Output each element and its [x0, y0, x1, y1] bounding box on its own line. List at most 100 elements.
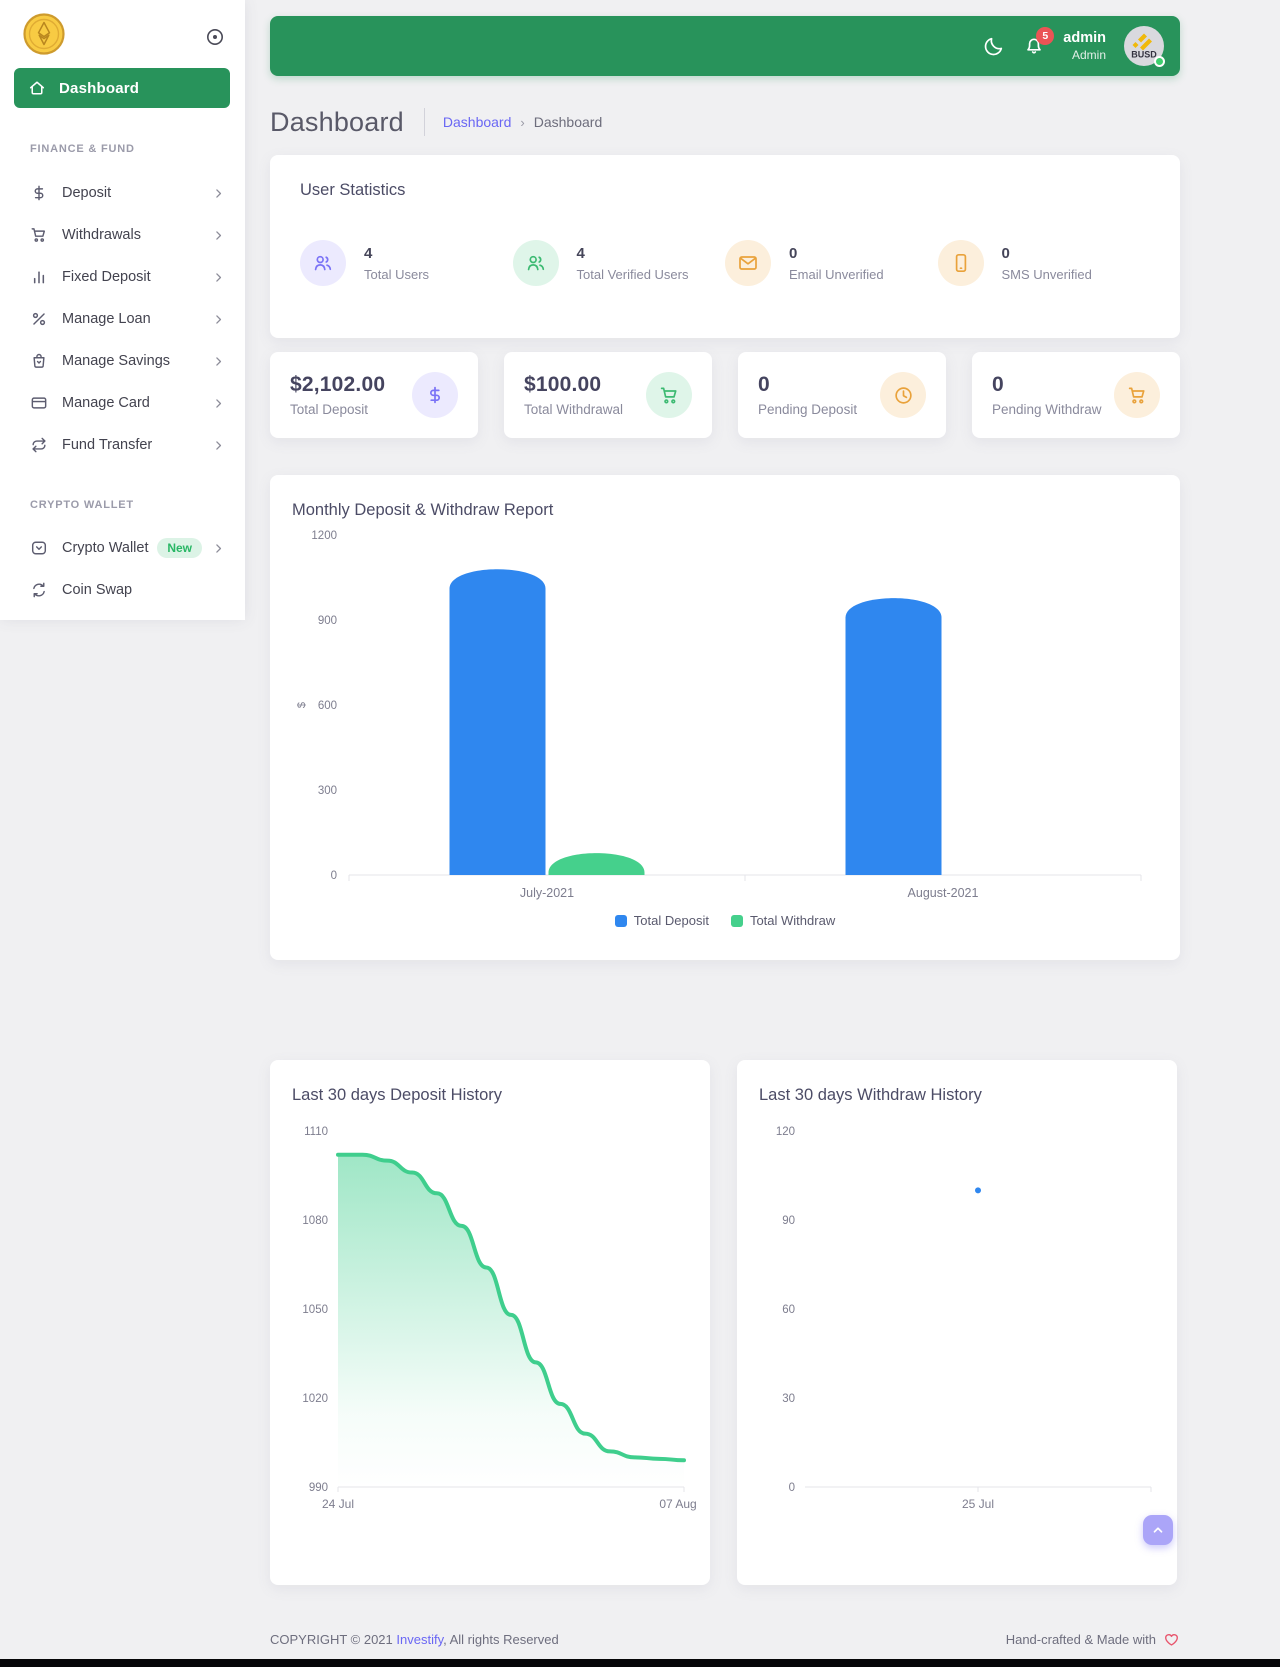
- legend-marker-green: [730, 914, 743, 927]
- bag-icon: [33, 353, 45, 368]
- breadcrumb-link-dashboard[interactable]: Dashboard: [442, 114, 512, 130]
- chart-legend: Total Deposit Total Withdraw: [285, 913, 1165, 928]
- sidebar-item-label: Manage Loan: [62, 311, 151, 327]
- busd-avatar-icon: BUSD: [1124, 26, 1164, 66]
- svg-text:$: $: [296, 702, 308, 708]
- phone-icon: [937, 240, 984, 286]
- users-icon: [512, 240, 559, 286]
- stat-value: 0: [1001, 244, 1010, 262]
- svg-text:1110: 1110: [304, 1126, 328, 1138]
- heart-icon: [1165, 1633, 1178, 1646]
- mail-icon: [725, 240, 771, 286]
- pending-withdraw-card: 0 Pending Withdraw: [972, 352, 1180, 438]
- page-footer: COPYRIGHT © 2021 Investify, All rights R…: [270, 1622, 1180, 1656]
- sidebar-finance-items: Deposit Withdrawals Fixed Deposit: [0, 172, 245, 466]
- sidebar-item-label: Fund Transfer: [62, 437, 153, 453]
- sidebar-item-fund-transfer[interactable]: Fund Transfer: [0, 424, 245, 466]
- svg-text:0: 0: [789, 1482, 795, 1494]
- svg-text:1200: 1200: [311, 530, 337, 542]
- stat-value: 4: [364, 244, 373, 262]
- investify-link[interactable]: Investify: [396, 1631, 444, 1647]
- user-avatar[interactable]: BUSD: [1124, 26, 1165, 67]
- credit-card-icon: [31, 397, 47, 409]
- svg-text:600: 600: [318, 700, 337, 712]
- sidebar-toggle-icon[interactable]: [205, 27, 225, 47]
- cart-icon: [31, 228, 46, 242]
- percent-icon: [32, 312, 46, 326]
- pending-deposit-card: 0 Pending Deposit: [738, 352, 946, 438]
- scroll-to-top-button[interactable]: [1143, 1515, 1173, 1545]
- stat-sms-unverified: 0 SMS Unverified: [937, 240, 1151, 286]
- username-label: admin: [1063, 30, 1106, 47]
- svg-text:July-2021: July-2021: [520, 886, 574, 900]
- sidebar-item-withdrawals[interactable]: Withdrawals: [0, 214, 245, 256]
- monthly-report-title: Monthly Deposit & Withdraw Report: [292, 501, 554, 519]
- sidebar-header: [0, 0, 245, 62]
- withdraw-history-card: Last 30 days Withdraw History 0 30 60 90 120…: [737, 1060, 1177, 1585]
- sidebar-item-coin-swap[interactable]: Coin Swap: [0, 569, 245, 611]
- sidebar-item-label: Manage Savings: [62, 353, 171, 369]
- area-chart-svg: 990 1020 1050 1080 1110 24 Jul 07 Aug: [302, 1126, 696, 1511]
- svg-text:1050: 1050: [302, 1304, 328, 1316]
- deposit-history-title: Last 30 days Deposit History: [292, 1086, 503, 1104]
- chevron-right-icon: [216, 314, 222, 324]
- cart-icon: [646, 372, 692, 418]
- app-logo[interactable]: [22, 12, 66, 56]
- sidebar-item-fixed-deposit[interactable]: Fixed Deposit: [0, 256, 245, 298]
- total-withdrawal-card: $100.00 Total Withdrawal: [504, 352, 712, 438]
- svg-text:90: 90: [782, 1215, 795, 1227]
- page-title: Dashboard: [270, 106, 404, 137]
- scatter-chart-svg: 0 30 60 90 120 25 Jul: [776, 1126, 1152, 1511]
- sidebar-item-manage-savings[interactable]: Manage Savings: [0, 340, 245, 382]
- sidebar-item-label: Dashboard: [59, 79, 140, 97]
- sidebar: Dashboard FINANCE & FUND Deposit Withdra…: [0, 0, 245, 620]
- notifications-button[interactable]: 5: [1023, 27, 1055, 57]
- user-role-label: Admin: [1071, 47, 1106, 62]
- breadcrumb: Dashboard Dashboard › Dashboard: [270, 100, 1180, 144]
- svg-text:25 Jul: 25 Jul: [962, 1497, 994, 1511]
- svg-text:30: 30: [782, 1393, 795, 1405]
- stat-label: Total Verified Users: [576, 266, 689, 282]
- stat-total-users: 4 Total Users: [300, 240, 513, 286]
- dark-mode-toggle[interactable]: [983, 35, 1005, 57]
- sidebar-item-manage-loan[interactable]: Manage Loan: [0, 298, 245, 340]
- summary-cards-row: $2,102.00 Total Deposit $100.00 Total Wi…: [270, 352, 1180, 438]
- deposit-history-chart: 990 1020 1050 1080 1110 24 Jul 07 Aug: [282, 1105, 700, 1525]
- legend-marker-blue: [614, 914, 627, 927]
- header-actions: 5 admin Admin BUSD: [983, 16, 1165, 76]
- sidebar-item-manage-card[interactable]: Manage Card: [0, 382, 245, 424]
- sidebar-item-deposit[interactable]: Deposit: [0, 172, 245, 214]
- legend-item-total-deposit[interactable]: Total Deposit: [614, 913, 709, 928]
- svg-text:1020: 1020: [302, 1393, 328, 1405]
- legend-item-total-withdraw[interactable]: Total Withdraw: [730, 913, 836, 928]
- chevron-up-icon: [1153, 1527, 1163, 1533]
- transfer-icon: [32, 437, 46, 453]
- user-menu[interactable]: admin Admin: [1063, 29, 1106, 62]
- monthly-report-card: Monthly Deposit & Withdraw Report 0 300 60…: [270, 475, 1180, 960]
- svg-text:0: 0: [331, 870, 337, 882]
- withdraw-history-chart: 0 30 60 90 120 25 Jul: [749, 1105, 1167, 1525]
- stat-value: 4: [576, 244, 585, 262]
- svg-text:24 Jul: 24 Jul: [322, 1497, 354, 1511]
- label: Pending Deposit: [758, 402, 858, 417]
- coin-logo-icon: [23, 13, 65, 55]
- chevron-right-icon: [216, 440, 222, 450]
- chevron-right-icon: [216, 272, 222, 282]
- sidebar-item-label: Fixed Deposit: [62, 269, 151, 285]
- label: Total Deposit: [290, 402, 369, 417]
- stat-label: Email Unverified: [789, 266, 884, 282]
- made-with-text: Hand-crafted & Made with: [1006, 1631, 1180, 1648]
- legend-label: Total Withdraw: [749, 913, 836, 928]
- sidebar-item-crypto-wallet[interactable]: Crypto Wallet New: [0, 527, 245, 569]
- chevron-right-icon: [216, 188, 222, 198]
- monthly-report-chart: 0 300 600 900 1200 $ July-2021 August-2021: [285, 520, 1165, 905]
- withdraw-history-title: Last 30 days Withdraw History: [759, 1086, 982, 1104]
- copyright-prefix: COPYRIGHT © 2021: [270, 1631, 397, 1647]
- sidebar-item-label: Withdrawals: [62, 227, 141, 243]
- online-status-dot: [1154, 56, 1165, 67]
- label: Total Withdrawal: [524, 402, 624, 417]
- clock-icon: [880, 372, 926, 418]
- deposit-history-card: Last 30 days Deposit History 990 1020 1050…: [270, 1060, 710, 1585]
- sidebar-item-dashboard[interactable]: Dashboard: [14, 68, 230, 108]
- svg-text:BUSD: BUSD: [1131, 50, 1157, 60]
